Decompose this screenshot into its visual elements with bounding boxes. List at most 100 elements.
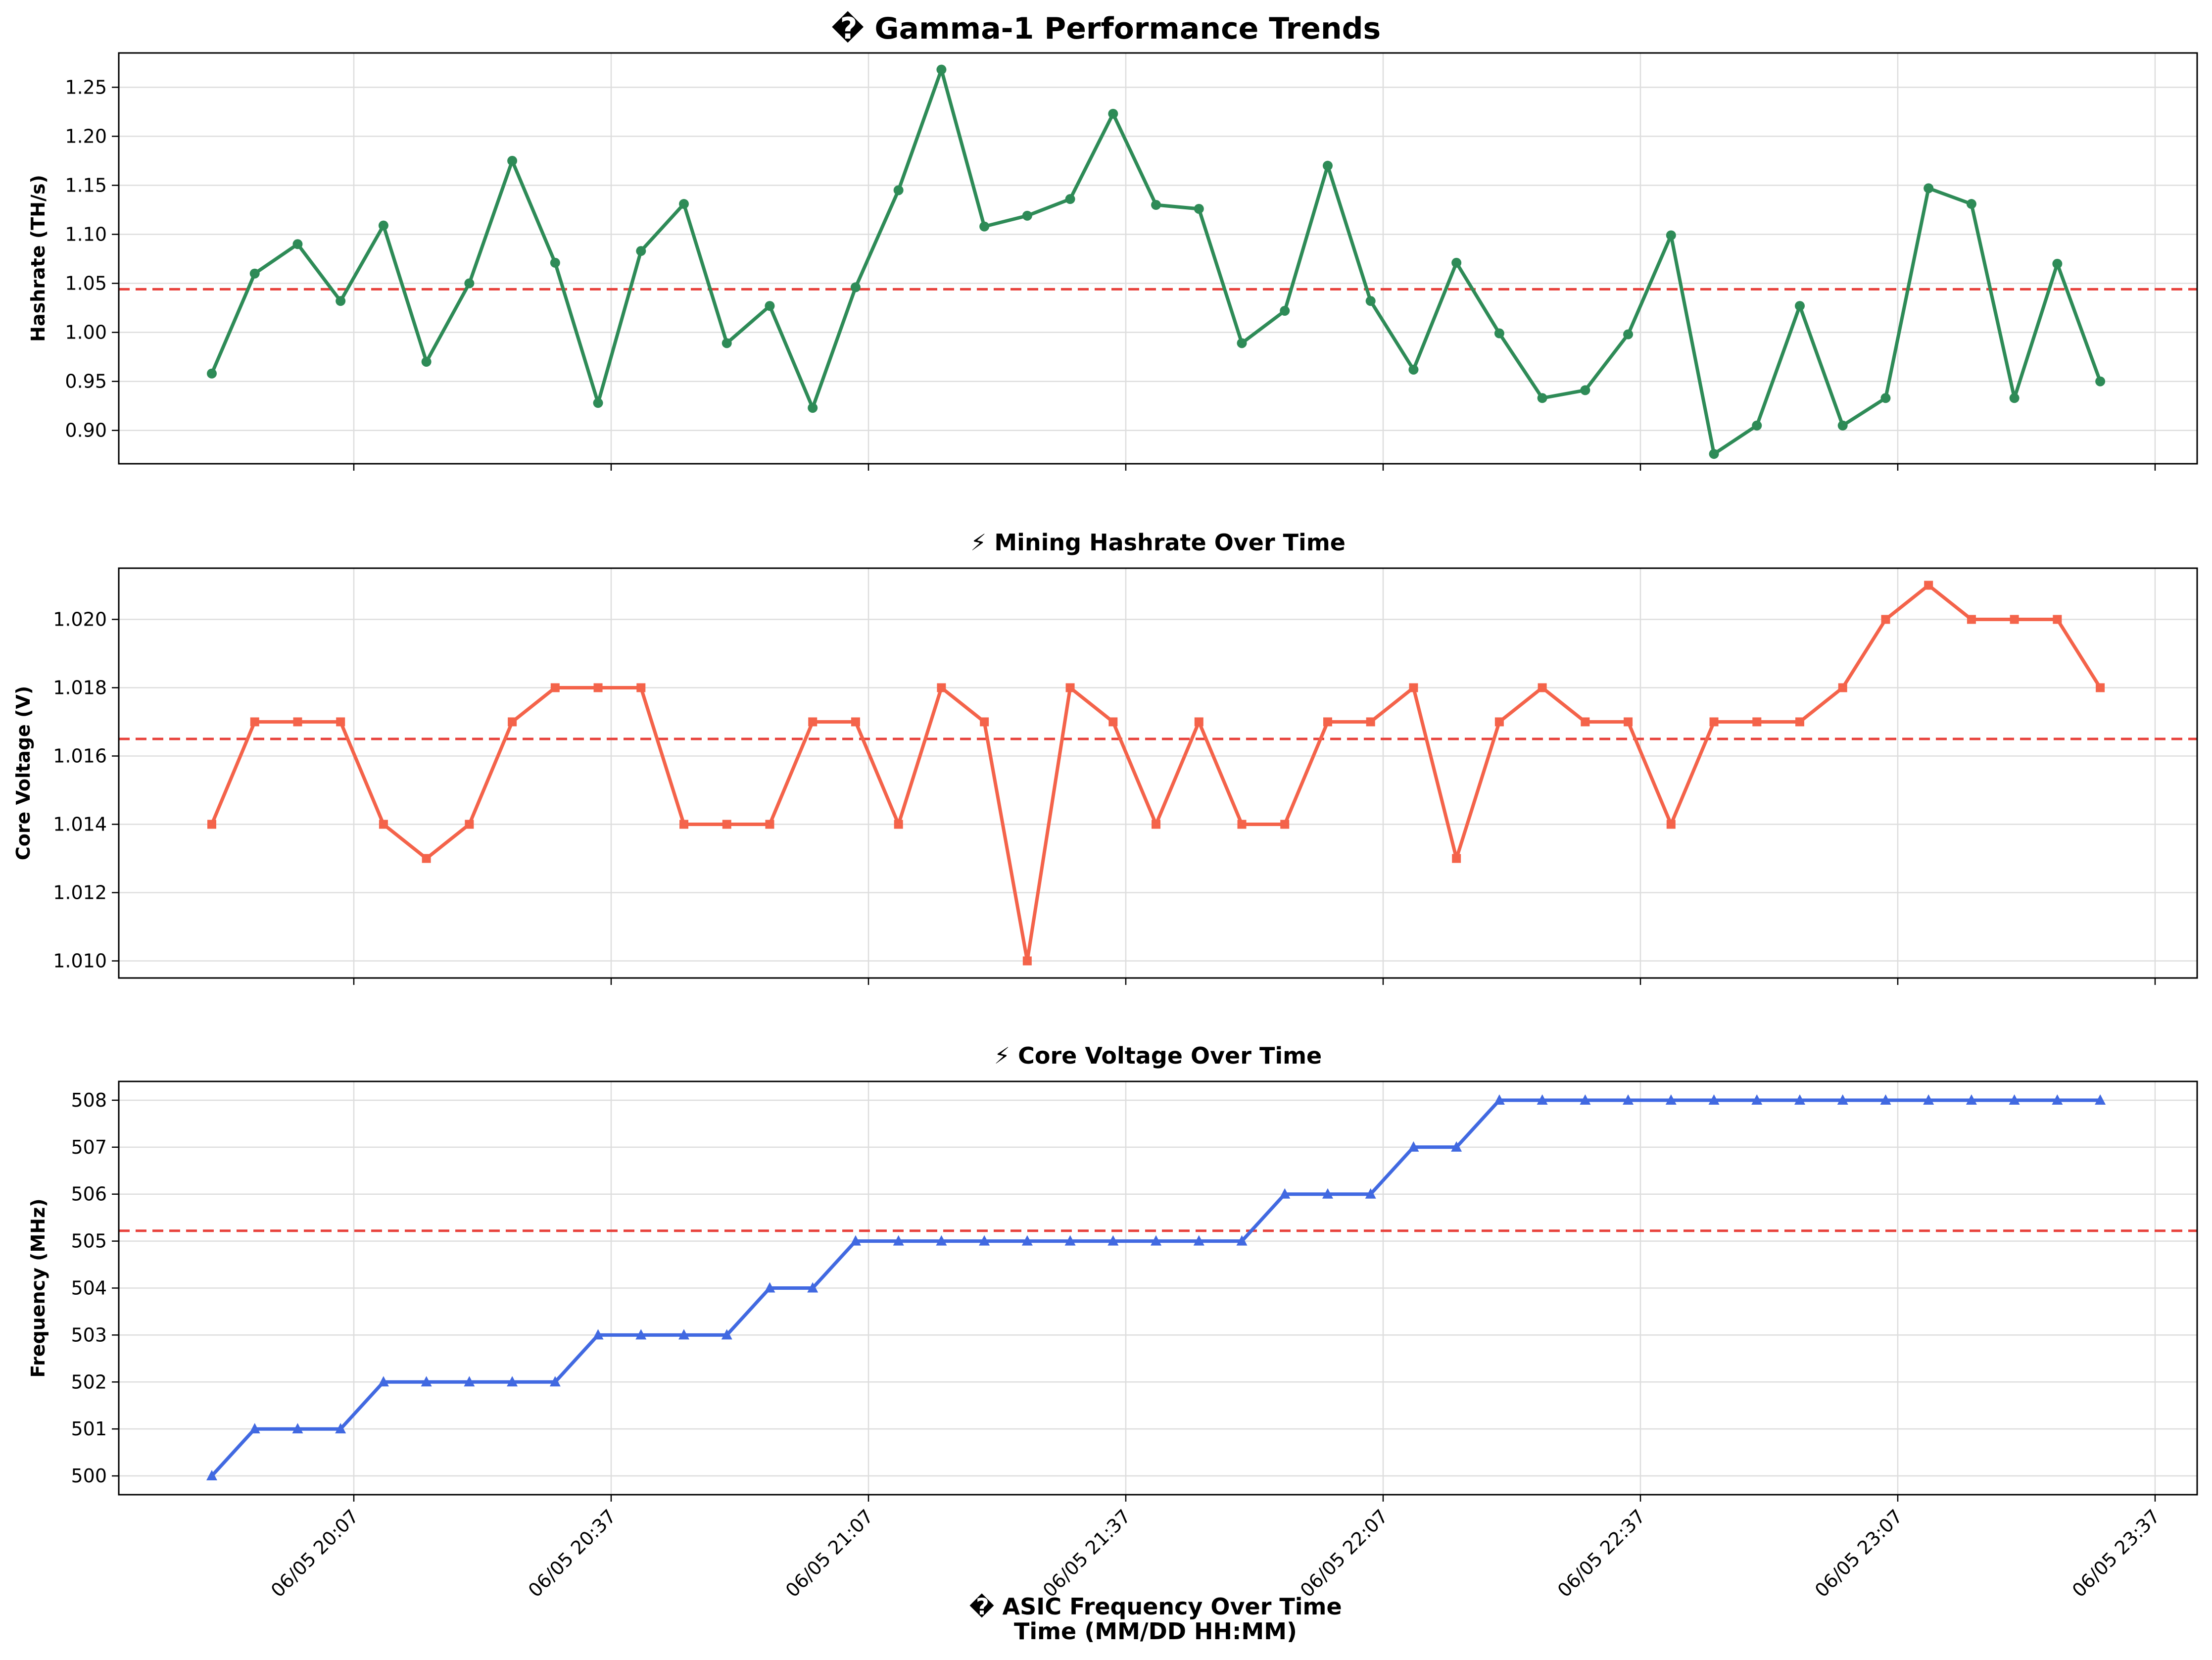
data-point	[894, 820, 903, 829]
x-axis-ticks: 06/05 20:07 06/05 20:37 06/05 21:07 06/05 2…	[267, 1505, 2164, 1602]
data-point	[1021, 1235, 1033, 1246]
data-point	[1064, 1235, 1076, 1246]
data-point	[464, 278, 475, 289]
data-point	[850, 1235, 861, 1246]
y-tick-label: 501	[71, 1418, 107, 1440]
data-point	[422, 854, 431, 863]
data-point	[1151, 1235, 1162, 1246]
y-tick-label: 508	[71, 1089, 107, 1111]
x-tick-label: 06/05 23:07	[1811, 1505, 1907, 1602]
data-point	[936, 64, 947, 75]
data-point	[722, 820, 731, 829]
y-tick-label: 506	[71, 1183, 107, 1205]
plot-frame	[118, 567, 2198, 979]
data-point	[249, 268, 260, 279]
data-point	[593, 683, 603, 692]
data-point	[893, 1235, 904, 1246]
data-point	[1795, 717, 1805, 727]
panel-title: ⚡ Core Voltage Over Time	[994, 1042, 1322, 1069]
data-point	[2095, 376, 2106, 387]
data-point	[335, 1423, 346, 1434]
data-point	[979, 1235, 990, 1246]
y-tick-label: 1.012	[53, 882, 107, 904]
data-point	[1451, 1141, 1462, 1152]
panel-title: ⚡ Mining Hashrate Over Time	[970, 529, 1346, 556]
x-tick-label: 06/05 22:07	[1296, 1505, 1393, 1602]
data-point	[679, 199, 689, 209]
data-point	[679, 820, 689, 829]
data-point	[1152, 820, 1161, 829]
data-point	[1838, 683, 1847, 692]
data-point	[592, 1329, 604, 1340]
bottom-caption: � ASIC Frequency Over Time	[969, 1593, 1342, 1620]
y-tick-label: 502	[71, 1371, 107, 1393]
data-point	[1493, 1094, 1505, 1105]
x-tick-label: 06/05 22:37	[1553, 1505, 1650, 1602]
x-tick-label: 06/05 21:37	[1039, 1505, 1135, 1602]
data-point	[1580, 1094, 1591, 1105]
data-point	[378, 1376, 389, 1387]
data-point	[1837, 1094, 1848, 1105]
data-point	[2053, 615, 2062, 624]
data-point	[1107, 1235, 1119, 1246]
data-point	[2009, 393, 2020, 403]
data-point	[1624, 717, 1633, 727]
y-axis-label: Hashrate (TH/s)	[27, 175, 49, 342]
data-point	[1537, 1094, 1548, 1105]
data-point	[635, 1329, 647, 1340]
data-point	[1408, 1141, 1419, 1152]
y-tick-label: 500	[71, 1465, 107, 1487]
y-tick-label: 1.25	[65, 76, 107, 98]
data-point	[1967, 615, 1976, 624]
data-point	[464, 1376, 475, 1387]
data-point	[1581, 717, 1590, 727]
data-point	[2009, 1094, 2020, 1105]
data-point	[1065, 683, 1075, 692]
data-point	[1665, 1094, 1677, 1105]
data-point	[2010, 615, 2019, 624]
y-tick-label: 1.014	[53, 814, 107, 835]
data-point	[937, 683, 946, 692]
data-point	[1279, 1188, 1291, 1199]
data-point	[1280, 820, 1290, 829]
data-point	[808, 717, 817, 727]
data-point	[1966, 199, 1976, 209]
y-tick-label: 505	[71, 1230, 107, 1252]
data-point	[850, 282, 861, 293]
data-point	[764, 1282, 775, 1293]
y-tick-label: 1.018	[53, 677, 107, 699]
data-point	[678, 1329, 690, 1340]
data-point	[1580, 385, 1590, 395]
data-point	[1752, 717, 1762, 727]
y-axis-label: Core Voltage (V)	[12, 686, 34, 860]
hashrate-panel: 0.90 0.95 1.00 1.05 1.10 1.15 1.20 1.25 Hashrate…	[27, 52, 2198, 471]
data-point	[1108, 108, 1118, 119]
data-point	[1666, 230, 1676, 241]
data-point	[721, 338, 732, 348]
y-tick-label: 0.90	[65, 420, 107, 441]
data-point	[550, 257, 560, 268]
data-point	[1709, 717, 1719, 727]
data-point	[1751, 1094, 1763, 1105]
data-point	[2096, 683, 2105, 692]
y-axis-label: Frequency (MHz)	[27, 1198, 49, 1377]
data-point	[851, 717, 860, 727]
frequency-panel: 500 501 502 503 504 505 506 507 508 ⚡ Core Voltag…	[27, 1042, 2198, 1502]
data-point	[936, 1235, 947, 1246]
data-point	[1022, 210, 1032, 221]
data-point	[250, 717, 259, 727]
data-point	[421, 356, 432, 367]
y-tick-label: 1.15	[65, 174, 107, 196]
data-point	[1236, 1235, 1248, 1246]
data-point	[1365, 296, 1376, 306]
data-point	[508, 717, 517, 727]
x-tick-label: 06/05 20:07	[267, 1505, 363, 1602]
data-point	[249, 1423, 260, 1434]
data-point	[593, 398, 603, 408]
data-point	[206, 1470, 217, 1481]
data-point	[1451, 257, 1462, 268]
data-point	[1322, 1188, 1333, 1199]
data-point	[1452, 854, 1461, 863]
